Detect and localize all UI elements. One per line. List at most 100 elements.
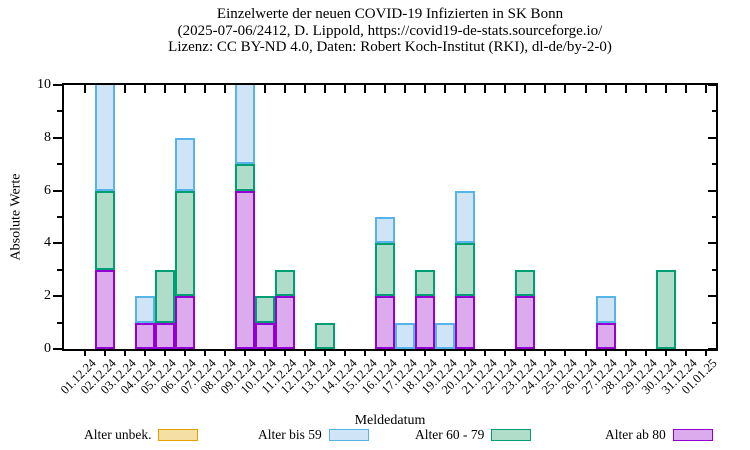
y-axis-minor-tick	[57, 268, 62, 271]
y-axis-title: Absolute Werte	[0, 83, 36, 351]
bar-segment	[175, 296, 196, 349]
y-axis-major-tick-mirror	[708, 84, 716, 86]
legend-label-alter-bis-59: Alter bis 59	[258, 427, 322, 442]
x-axis-bottom-tick	[244, 351, 247, 356]
x-axis-bottom-tick	[444, 351, 447, 356]
x-axis-top-tick	[204, 85, 207, 93]
bar-segment	[375, 296, 396, 349]
x-axis-top-tick	[144, 85, 147, 93]
x-axis-bottom-tick	[204, 351, 207, 356]
bar-segment	[175, 137, 196, 191]
x-axis-top-tick	[504, 85, 507, 93]
legend-item-alter-60-79: Alter 60 - 79	[415, 427, 532, 443]
chart-title-line-2: (2025-07-06/2412, D. Lippold, https://co…	[177, 22, 603, 39]
bar-segment	[95, 190, 116, 270]
x-axis-bottom-tick	[684, 351, 687, 356]
x-axis-top-tick	[484, 85, 487, 93]
bar-segment	[375, 217, 396, 244]
bar-segment	[315, 322, 336, 349]
x-axis-top-tick	[124, 85, 127, 93]
y-axis-major-tick	[53, 189, 62, 192]
legend-swatch-alter-ab-80-icon	[672, 429, 713, 441]
x-axis-top-tick	[404, 85, 407, 93]
y-axis-major-tick-mirror	[708, 295, 716, 298]
x-axis-bottom-tick	[84, 351, 86, 356]
legend-swatch-alter-bis-59-icon	[328, 429, 369, 441]
bar-segment	[175, 190, 196, 297]
x-axis-top-tick	[264, 85, 267, 93]
x-axis-bottom-tick	[424, 351, 427, 356]
legend-label-alter-ab-80: Alter ab 80	[605, 427, 666, 442]
y-axis-minor-tick-mirror	[712, 163, 716, 166]
y-tick-label: 4	[44, 235, 51, 251]
bar-segment	[595, 296, 616, 323]
x-axis-top-tick	[224, 85, 227, 93]
bar-segment	[515, 296, 536, 349]
x-axis-bottom-tick	[124, 351, 127, 356]
bar-segment	[95, 85, 116, 191]
bar-segment	[135, 322, 156, 349]
y-tick-label: 10	[37, 77, 51, 92]
bar-segment	[455, 190, 476, 244]
bar-segment	[415, 269, 436, 297]
legend-swatch-alter-unbek-icon	[158, 429, 199, 441]
x-axis-top-tick	[544, 85, 547, 93]
x-axis-bottom-tick	[264, 351, 267, 356]
x-axis-bottom-tick	[564, 351, 567, 356]
y-axis-minor-tick	[57, 216, 62, 218]
chart-title: Einzelwerte der neuen COVID-19 Infiziert…	[62, 6, 718, 56]
x-axis-top-tick	[684, 85, 687, 93]
x-axis-bottom-tick	[184, 351, 187, 356]
x-axis-bottom-tick	[644, 351, 647, 356]
x-axis-bottom-tick	[544, 351, 547, 356]
x-axis-title: Meldedatum	[354, 413, 426, 428]
bar-segment	[455, 243, 476, 297]
legend-label-alter-60-79: Alter 60 - 79	[415, 427, 485, 442]
x-axis-top-tick	[644, 85, 647, 93]
y-axis-major-tick-mirror	[708, 348, 716, 350]
y-tick-label: 2	[44, 288, 51, 304]
x-axis-top-tick	[444, 85, 447, 93]
x-axis-bottom-tick	[164, 351, 167, 356]
x-axis-top-tick	[364, 85, 367, 93]
y-axis-major-tick	[53, 295, 62, 298]
legend-label-alter-unbek: Alter unbek.	[84, 427, 152, 442]
x-axis-bottom-tick	[364, 351, 367, 356]
x-axis-bottom-tick	[464, 351, 467, 356]
bar-segment	[255, 322, 276, 349]
x-axis-top-tick	[704, 85, 707, 93]
y-axis-minor-tick	[57, 163, 62, 166]
bar-segment	[235, 85, 256, 165]
x-axis-bottom-tick	[504, 351, 507, 356]
x-axis-top-tick	[324, 85, 327, 93]
y-axis-minor-tick	[57, 110, 62, 113]
y-axis-minor-tick-mirror	[712, 110, 716, 113]
x-axis-bottom-tick	[404, 351, 407, 356]
bar-segment	[235, 190, 256, 349]
bar-segment	[255, 296, 276, 323]
y-axis-major-tick	[53, 242, 62, 245]
x-axis-bottom-tick	[604, 351, 607, 356]
x-axis-bottom-tick	[704, 351, 707, 356]
x-axis-top-tick	[564, 85, 567, 93]
x-axis-top-tick	[284, 85, 287, 93]
x-axis-top-tick	[184, 85, 187, 93]
y-axis-minor-tick	[57, 321, 62, 324]
bar-segment	[95, 269, 116, 349]
y-tick-label: 8	[44, 129, 51, 145]
x-axis-top-tick	[624, 85, 627, 93]
bar-segment	[595, 322, 616, 349]
y-axis-minor-tick-mirror	[712, 268, 716, 271]
x-axis-bottom-tick	[624, 351, 627, 356]
bar-segment	[655, 269, 676, 349]
y-axis-major-tick-mirror	[708, 189, 716, 192]
bar-segment	[415, 296, 436, 349]
y-axis-major-tick-mirror	[708, 136, 716, 139]
x-axis-bottom-tick	[664, 351, 667, 356]
y-axis-major-tick	[53, 348, 62, 350]
x-axis-top-tick	[344, 85, 347, 93]
bar-segment	[515, 269, 536, 297]
x-axis-top-tick	[464, 85, 467, 93]
bar-segment	[155, 322, 176, 349]
